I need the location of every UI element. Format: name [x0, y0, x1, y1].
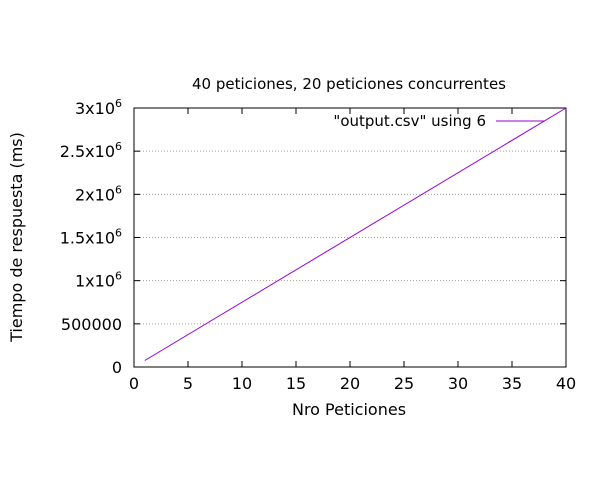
y-tick-mantissa: 500000: [61, 315, 122, 334]
y-tick-mantissa: 1.5x10: [60, 229, 115, 248]
legend-label: "output.csv" using 6: [333, 112, 486, 130]
x-tick-label: 40: [556, 374, 576, 393]
chart-title: 40 peticiones, 20 peticiones concurrente…: [192, 75, 506, 93]
y-tick-mantissa: 0: [112, 358, 122, 377]
x-tick-label: 30: [448, 374, 468, 393]
x-tick-label: 0: [129, 374, 139, 393]
y-tick-mantissa: 1x10: [75, 272, 115, 291]
y-tick-label: 0: [112, 358, 122, 377]
series-layer: [144, 107, 567, 361]
y-tick-exponent: 6: [115, 270, 122, 283]
y-tick-mantissa: 3x10: [75, 99, 115, 118]
y-tick-label: 500000: [61, 315, 122, 334]
x-tick-label: 25: [394, 374, 414, 393]
series-line: [144, 107, 567, 361]
y-tick-label: 2.5x106: [60, 140, 122, 161]
x-tick-label: 15: [286, 374, 306, 393]
x-axis-ticks: 0 5 10 15 20 25 30 35 40: [129, 108, 576, 393]
y-tick-exponent: 6: [115, 227, 122, 240]
x-tick-label: 10: [232, 374, 252, 393]
x-tick-label: 5: [183, 374, 193, 393]
x-tick-label: 20: [340, 374, 360, 393]
x-axis-title: Nro Peticiones: [292, 400, 406, 419]
y-tick-exponent: 6: [115, 140, 122, 153]
y-tick-exponent: 6: [115, 183, 122, 196]
y-tick-mantissa: 2.5x10: [60, 142, 115, 161]
y-tick-label: 3x106: [75, 97, 122, 118]
legend: "output.csv" using 6: [333, 112, 545, 130]
y-axis-title: Tiempo de respuesta (ms): [7, 132, 26, 343]
y-tick-mantissa: 2x10: [75, 185, 115, 204]
y-tick-label: 1.5x106: [60, 227, 122, 248]
y-tick-exponent: 6: [115, 97, 122, 110]
y-tick-label: 2x106: [75, 183, 122, 204]
y-tick-label: 1x106: [75, 270, 122, 291]
x-tick-label: 35: [502, 374, 522, 393]
